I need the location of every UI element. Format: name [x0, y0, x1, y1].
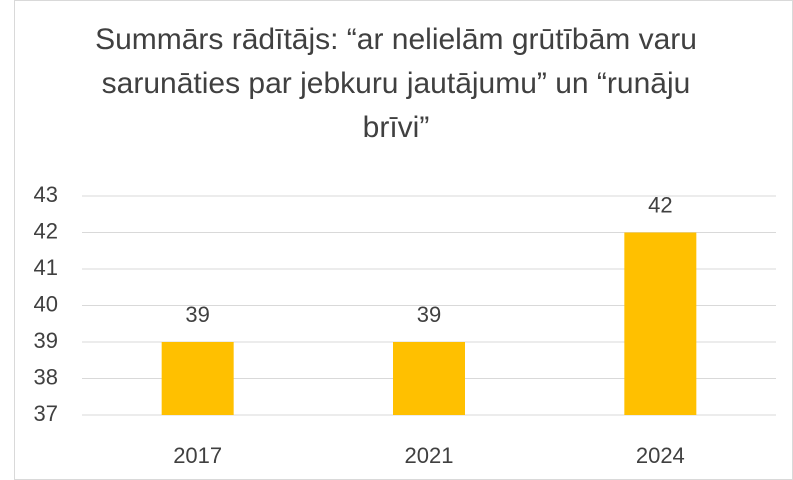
y-tick-label: 41: [34, 255, 58, 280]
data-label: 42: [648, 192, 672, 217]
bar: [624, 232, 697, 415]
y-tick-label: 43: [34, 182, 58, 207]
x-tick-label: 2021: [405, 443, 454, 468]
y-tick-label: 42: [34, 218, 58, 243]
x-tick-label: 2024: [636, 443, 685, 468]
y-tick-label: 40: [34, 291, 58, 316]
data-label: 39: [417, 302, 441, 327]
x-tick-label: 2017: [173, 443, 222, 468]
chart-title: Summārs rādītājs: “ar nelielām grūtībām …: [95, 23, 697, 144]
bar: [393, 342, 465, 415]
data-label: 39: [185, 302, 209, 327]
y-tick-label: 38: [34, 364, 58, 389]
bar: [161, 342, 234, 415]
y-tick-label: 39: [34, 328, 58, 353]
y-tick-label: 37: [34, 401, 58, 426]
